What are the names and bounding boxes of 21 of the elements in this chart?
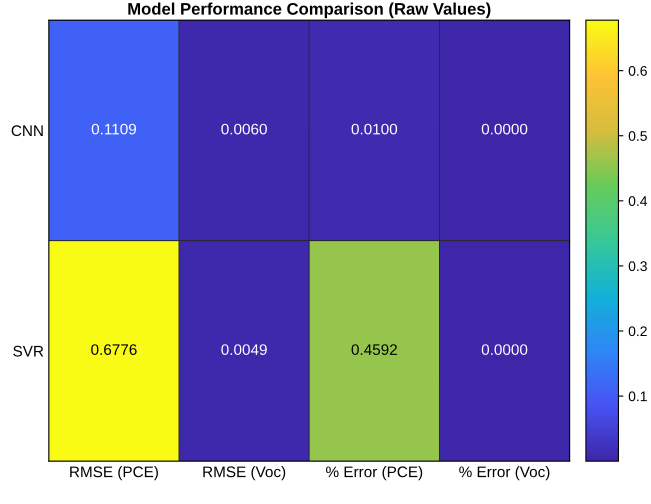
color-bar-label: 0.4 bbox=[628, 196, 648, 206]
data-label: 0.0100 bbox=[352, 124, 398, 135]
data-label: 0.0000 bbox=[482, 124, 528, 135]
data-label: 0.0000 bbox=[482, 344, 528, 356]
color-bar-label: 0.6 bbox=[628, 66, 647, 76]
x-tick-label: % Error (Voc) bbox=[459, 466, 550, 480]
color-bar-label: 0.3 bbox=[628, 261, 647, 272]
x-tick-label: % Error (PCE) bbox=[326, 466, 422, 480]
color-bar-label: 0.1 bbox=[628, 391, 647, 402]
data-label: 0.6776 bbox=[91, 344, 137, 356]
x-tick-label: RMSE (PCE) bbox=[70, 466, 158, 480]
y-tick-label: SVR bbox=[13, 346, 44, 357]
color-bar-label: 0.5 bbox=[628, 131, 647, 141]
color-bar-label: 0.2 bbox=[628, 326, 647, 336]
data-label: 0.0049 bbox=[221, 344, 267, 356]
y-tick-label: CNN bbox=[12, 125, 43, 136]
data-label: 0.4592 bbox=[352, 344, 397, 356]
x-tick-label: RMSE (Voc) bbox=[203, 466, 286, 480]
chart-title: Model Performance Comparison (Raw Values) bbox=[128, 2, 490, 18]
data-label: 0.0060 bbox=[221, 124, 267, 135]
data-label: 0.1109 bbox=[92, 124, 136, 135]
